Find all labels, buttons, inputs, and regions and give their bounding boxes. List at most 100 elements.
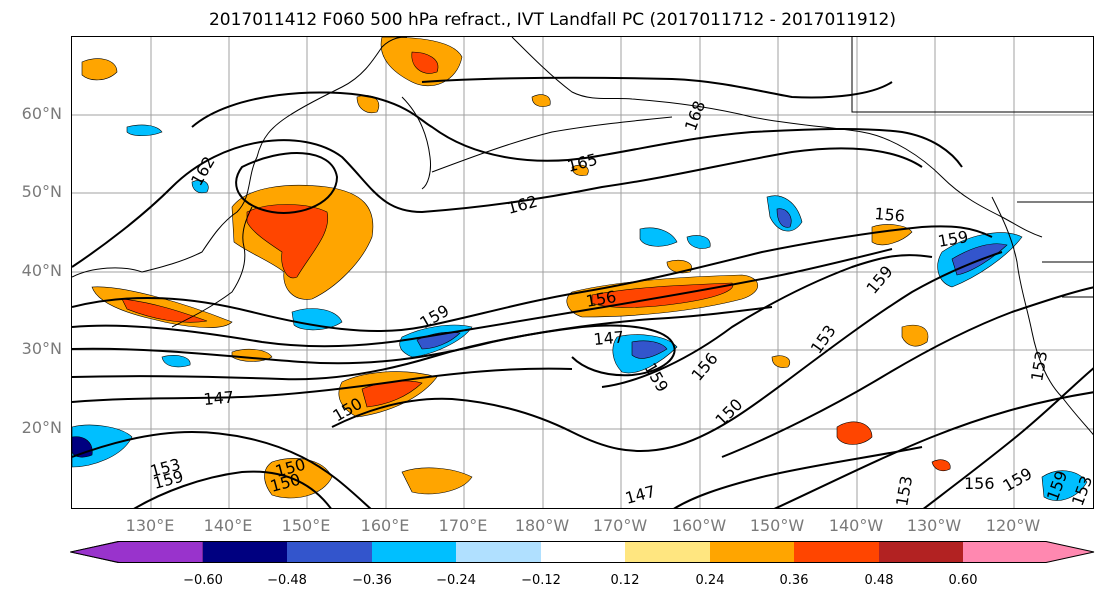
- contour-168: [421, 76, 893, 99]
- contour-162: [235, 152, 339, 214]
- colorbar-tick: 0.36: [779, 573, 809, 588]
- colorbar-segment: [794, 541, 879, 563]
- contour-label: 147: [623, 482, 657, 508]
- contour-label: 162: [505, 192, 539, 218]
- contour-label: 168: [681, 98, 709, 133]
- colorbar-segment: [625, 541, 710, 563]
- colorbar-tick: 0.12: [610, 573, 640, 588]
- lat-label-50n: 50°N: [21, 182, 62, 201]
- colorbar-tick: −0.24: [436, 573, 476, 588]
- lon-label-160w: 160°W: [671, 516, 727, 535]
- lon-label-170e: 170°E: [438, 516, 488, 535]
- colorbar-tick: 0.24: [695, 573, 725, 588]
- negative-anomaly: [126, 124, 163, 137]
- contour-165: [191, 91, 963, 168]
- lon-label-150e: 150°E: [281, 516, 331, 535]
- aleutian-chain: [431, 116, 673, 173]
- colorbar-segment: [879, 541, 963, 563]
- colorbar-segment: [456, 541, 541, 563]
- contour-153c: [922, 367, 1093, 508]
- contour-150b: [331, 251, 1003, 453]
- contour-label: 156: [874, 204, 906, 226]
- positive-anomaly: [591, 282, 734, 308]
- negative-anomaly: [161, 355, 191, 368]
- contour-150c: [673, 446, 923, 508]
- contour-label: 159: [1000, 464, 1036, 496]
- positive-anomaly: [121, 298, 208, 323]
- lon-label-140e: 140°E: [203, 516, 253, 535]
- contour-153b: [72, 430, 372, 508]
- lon-label-170w: 170°W: [592, 516, 648, 535]
- positive-anomaly: [81, 58, 118, 81]
- lon-label-160e: 160°E: [360, 516, 410, 535]
- colorbar-tick: −0.48: [267, 573, 307, 588]
- lat-label-20n: 20°N: [21, 418, 62, 437]
- lon-label-130e: 130°E: [125, 516, 175, 535]
- contour-label: 153: [807, 321, 840, 357]
- colorbar-tick: 0.48: [864, 573, 894, 588]
- negative-anomaly: [1041, 470, 1088, 501]
- positive-anomaly: [931, 459, 951, 472]
- na-border: [851, 37, 1093, 113]
- coastlines: [72, 37, 1093, 436]
- contour-156b: [721, 286, 1093, 458]
- kamchatka-coast: [401, 96, 431, 190]
- lon-label-120w: 120°W: [985, 516, 1041, 535]
- lat-label-30n: 30°N: [21, 339, 62, 358]
- positive-anomaly: [531, 94, 551, 107]
- asia-coast: [72, 37, 408, 278]
- colorbar-tick: −0.36: [352, 573, 392, 588]
- contour-156: [72, 248, 893, 348]
- colorbar: [70, 541, 1095, 563]
- contour-162b: [72, 139, 923, 268]
- negative-anomaly: [776, 208, 792, 228]
- colorbar-segment: [372, 541, 456, 563]
- lon-label-130w: 130°W: [906, 516, 962, 535]
- negative-anomaly: [639, 227, 678, 247]
- positive-anomaly: [901, 324, 929, 347]
- negative-anomaly: [686, 235, 711, 249]
- positive-anomaly: [246, 204, 329, 279]
- contour-label: 147: [593, 327, 625, 349]
- positive-anomaly: [836, 421, 873, 445]
- colorbar-tick: −0.60: [183, 573, 223, 588]
- positive-anomaly: [401, 467, 473, 495]
- colorbar-segment-extend-high: [963, 541, 1094, 563]
- lat-label-40n: 40°N: [21, 261, 62, 280]
- contour-label: 162: [187, 153, 219, 189]
- contour-159b: [773, 391, 1093, 508]
- colorbar-segment: [541, 541, 625, 563]
- lon-label-150w: 150°W: [749, 516, 805, 535]
- contour-label: 150: [711, 395, 746, 430]
- positive-anomaly: [871, 224, 913, 246]
- colorbar-tick: −0.12: [521, 573, 561, 588]
- map-svg: 168 165 162 162 156 159 159 159 156 147 …: [72, 37, 1093, 508]
- japan-coast: [171, 206, 253, 328]
- contour-label: 156: [964, 474, 995, 493]
- positive-anomaly: [666, 259, 692, 274]
- negative-anomaly: [631, 340, 668, 359]
- contour-150: [72, 324, 676, 381]
- colorbar-segment-extend-low: [70, 541, 204, 563]
- lon-label-180w: 180°W: [514, 516, 570, 535]
- positive-anomaly: [771, 355, 791, 368]
- map-panel: 168 165 162 162 156 159 159 159 156 147 …: [71, 36, 1094, 509]
- contour-label: 156: [688, 349, 722, 385]
- lon-label-140w: 140°W: [828, 516, 884, 535]
- negative-anomaly: [291, 308, 343, 331]
- refractivity-fill: [72, 37, 1088, 501]
- contour-label: 159: [863, 262, 897, 298]
- contour-147b: [601, 254, 933, 388]
- positive-anomaly: [411, 51, 439, 74]
- contour-label: 147: [203, 387, 235, 409]
- positive-anomaly: [571, 164, 589, 176]
- colorbar-tick: 0.60: [948, 573, 978, 588]
- height-contours: [72, 76, 1093, 508]
- contour-label: 153: [892, 474, 916, 507]
- figure-title: 2017011412 F060 500 hPa refract., IVT La…: [208, 10, 896, 30]
- contour-lower: [133, 470, 332, 508]
- contour-label: 165: [565, 150, 599, 176]
- contour-159: [72, 225, 993, 333]
- na-coast: [991, 196, 1093, 436]
- colorbar-segment: [710, 541, 794, 563]
